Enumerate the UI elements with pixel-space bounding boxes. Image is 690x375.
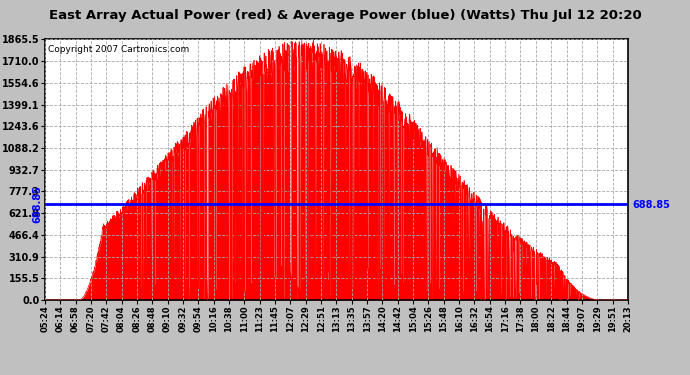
- Text: East Array Actual Power (red) & Average Power (blue) (Watts) Thu Jul 12 20:20: East Array Actual Power (red) & Average …: [48, 9, 642, 22]
- Text: 688.85: 688.85: [32, 185, 42, 223]
- Text: Copyright 2007 Cartronics.com: Copyright 2007 Cartronics.com: [48, 45, 189, 54]
